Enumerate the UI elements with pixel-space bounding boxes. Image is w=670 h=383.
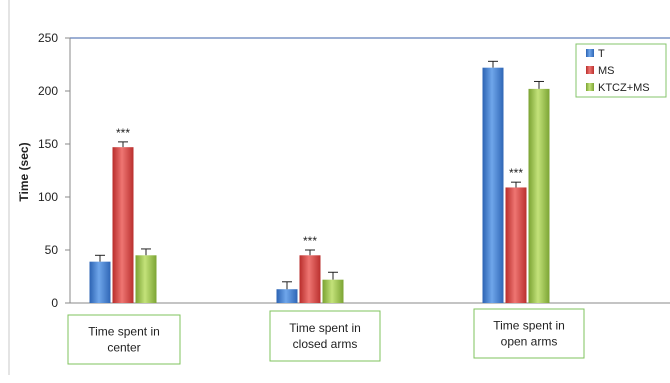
bar (89, 261, 111, 303)
legend-swatch-ktcz-ms (586, 83, 594, 91)
category-label: center (107, 341, 140, 355)
bar (505, 187, 527, 303)
category-label-box (473, 308, 585, 359)
y-axis-ticks: 0 50 100 150 200 250 (38, 31, 70, 310)
bar (322, 279, 344, 303)
category-labels: Time spent in center Time spent in closed a… (67, 308, 585, 365)
bars: *** *** *** (89, 60, 550, 304)
y-tick-label: 50 (45, 243, 59, 257)
legend-swatch-ms (586, 66, 594, 74)
y-tick-label: 150 (38, 137, 58, 151)
significance-label: *** (509, 166, 523, 180)
legend: T MS KTCZ+MS (575, 43, 667, 98)
legend-label-t: T (598, 48, 605, 60)
bar (528, 88, 550, 303)
category-label-box (269, 310, 381, 362)
category-label: Time spent in (88, 325, 160, 339)
y-tick-label: 0 (51, 296, 58, 310)
category-label: Time spent in (493, 319, 565, 333)
bar (299, 255, 321, 303)
bar (112, 147, 134, 303)
bar (135, 255, 157, 303)
significance-label: *** (303, 234, 317, 248)
y-tick-label: 250 (38, 31, 58, 45)
category-label: closed arms (293, 337, 358, 351)
legend-label-ms: MS (598, 65, 615, 77)
significance-label: *** (116, 126, 130, 140)
y-tick-label: 200 (38, 84, 58, 98)
legend-swatch-t (586, 49, 594, 57)
category-label-box (67, 314, 181, 365)
y-axis-title: Time (sec) (17, 142, 31, 201)
y-tick-label: 100 (38, 190, 58, 204)
category-label: open arms (501, 335, 558, 349)
category-label: Time spent in (289, 321, 361, 335)
legend-label-ktcz-ms: KTCZ+MS (598, 82, 650, 94)
bar (276, 289, 298, 303)
bar (482, 67, 504, 304)
